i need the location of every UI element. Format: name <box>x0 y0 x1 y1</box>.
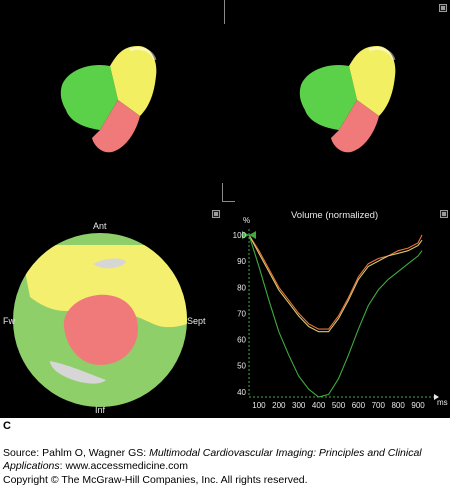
heart-segment-green <box>299 64 357 130</box>
x-tick-label: 400 <box>312 401 326 410</box>
heart-segment-pink <box>331 100 379 153</box>
panel-letter: C <box>3 420 11 432</box>
volume-curve-3 <box>248 234 423 398</box>
bullseye-label-fw: Fw <box>3 316 15 326</box>
heart-3d-model-left <box>60 46 157 153</box>
heart-segment-yellow <box>349 46 396 116</box>
maximize-icon[interactable] <box>439 4 447 12</box>
source-prefix: Source: Pahlm O, Wagner GS: <box>3 447 150 459</box>
viewer-canvas: Ant Fw Sept Inf Volume (normalized) % ms… <box>0 0 450 418</box>
bullseye-label-inf: Inf <box>95 405 106 415</box>
heart-3d-view-left[interactable] <box>0 0 225 205</box>
volume-chart: Volume (normalized) % ms 40 50 60 70 80 90 100… <box>233 210 448 410</box>
x-tick-label: 100 <box>252 401 266 410</box>
y-tick-label: 50 <box>237 362 246 371</box>
minimize-icon[interactable] <box>212 210 220 218</box>
y-tick-label: 60 <box>237 336 246 345</box>
bullseye-anterior-region <box>20 245 187 328</box>
y-tick-label: 90 <box>237 257 246 266</box>
bullseye-label-sept: Sept <box>187 316 206 326</box>
volume-curve-1 <box>248 234 423 330</box>
heart-segment-pink <box>92 100 140 153</box>
source-citation: Source: Pahlm O, Wagner GS: Multimodal C… <box>3 447 448 473</box>
y-tick-label: 100 <box>233 231 247 240</box>
heart-3d-model-right <box>299 46 396 153</box>
x-tick-label: 500 <box>332 401 346 410</box>
y-tick-label: 80 <box>237 283 246 292</box>
y-axis-unit: % <box>243 216 250 225</box>
volume-curve-2 <box>248 234 423 333</box>
time-marker-icon[interactable] <box>242 231 249 239</box>
x-tick-label: 700 <box>372 401 386 410</box>
x-axis-arrow <box>434 394 439 400</box>
y-tick-label: 40 <box>237 388 246 397</box>
x-tick-label: 600 <box>352 401 366 410</box>
chart-title: Volume (normalized) <box>291 210 378 221</box>
heart-3d-view-right[interactable] <box>225 0 450 205</box>
x-tick-label: 900 <box>411 401 425 410</box>
copyright-notice: Copyright © The McGraw-Hill Companies, I… <box>3 474 308 486</box>
x-tick-label: 300 <box>292 401 306 410</box>
bullseye-inferior-pink <box>63 294 138 365</box>
heart-segment-green <box>60 64 118 130</box>
volume-chart-panel: Volume (normalized) % ms 40 50 60 70 80 90 100… <box>225 205 450 418</box>
source-book-title: Multimodal Cardiovascular Imaging: Princ… <box>3 447 422 472</box>
x-axis-unit: ms <box>437 398 448 407</box>
x-tick-label: 800 <box>391 401 405 410</box>
heart-segment-yellow <box>110 46 157 116</box>
source-url: : www.accessmedicine.com <box>59 460 188 472</box>
bullseye-label-ant: Ant <box>93 221 107 231</box>
bullseye-plot: Ant Fw Sept Inf <box>0 215 224 418</box>
x-tick-label: 200 <box>272 401 286 410</box>
y-tick-label: 70 <box>237 309 246 318</box>
restore-icon[interactable] <box>440 210 448 218</box>
